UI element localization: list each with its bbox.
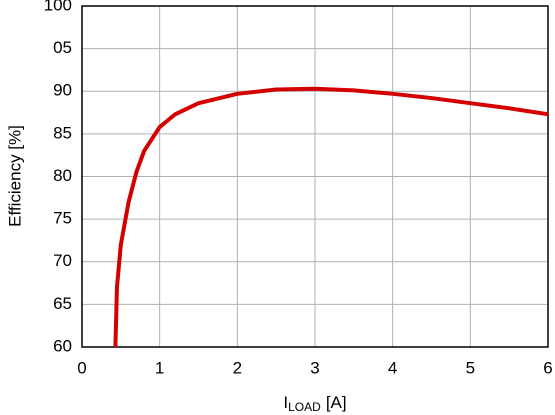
line-series (113, 86, 549, 348)
plot-frame (81, 5, 549, 348)
y-tick-label: 05 (53, 38, 72, 57)
x-tick-label: 1 (155, 358, 164, 377)
x-tick-label: 5 (466, 358, 475, 377)
y-tick-label: 75 (53, 209, 72, 228)
y-tick-label: 90 (53, 81, 72, 100)
y-tick-label: 100 (44, 0, 72, 14)
x-axis-label-unit: [A] (326, 393, 347, 412)
y-axis-label: Efficiency [%] (5, 125, 24, 227)
x-tick-label: 3 (310, 358, 319, 377)
x-axis-label: ILOAD [A] (283, 393, 346, 414)
x-axis-label-main: I (283, 393, 288, 412)
x-tick-label: 4 (388, 358, 397, 377)
y-tick-label: 85 (53, 123, 72, 142)
y-tick-label: 80 (53, 166, 72, 185)
y-tick-label: 70 (53, 251, 72, 270)
x-tick-label: 6 (543, 358, 552, 377)
x-tick-label: 0 (77, 358, 86, 377)
x-tick-label: 2 (233, 358, 242, 377)
x-axis-label-sub: LOAD (288, 400, 321, 414)
y-tick-label: 60 (53, 336, 72, 355)
y-tick-label: 65 (53, 294, 72, 313)
